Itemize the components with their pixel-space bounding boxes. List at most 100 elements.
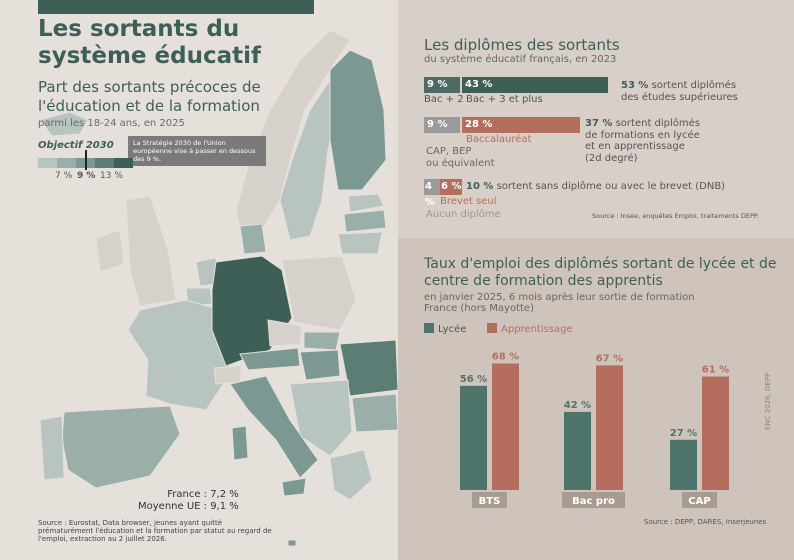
map-italy [229, 375, 319, 479]
map-portugal [39, 415, 65, 481]
category-box-bac-pro [562, 492, 625, 508]
desc-row2-line4: (2d degré) [585, 152, 638, 164]
label-cap: CAP, BEP ou équivalent [426, 146, 495, 170]
desc-row1-line2: des études supérieures [621, 91, 738, 103]
objective-tooltip: La Stratégie 2030 de l'Union européenne … [128, 136, 266, 166]
value-label-bts-lycée: 56 % [460, 374, 487, 385]
label-brevet: Brevet seul [440, 196, 497, 207]
bar-bac-pro-lycée [564, 411, 591, 490]
legend-swatch-5 [114, 158, 133, 168]
bar-cap: 9 % [424, 117, 460, 133]
desc-row2-line3: et en apprentissage [585, 141, 685, 152]
bar-brevet: 6 % [440, 179, 462, 195]
bar-cap-lycée [670, 439, 697, 490]
category-box-bts [472, 492, 507, 508]
emploi-title: Taux d'emploi des diplômés sortant de ly… [424, 256, 777, 289]
map-ireland [95, 229, 125, 273]
category-label-bts: BTS [479, 496, 501, 507]
legend-lycee-label: Lycée [438, 324, 467, 335]
map-poland [281, 255, 357, 331]
value-label-bac-pro-apprentissage: 67 % [596, 353, 623, 364]
category-label-cap: CAP [688, 496, 710, 507]
legend-app-swatch [487, 323, 497, 333]
emploi-subtitle-line2: France (hors Mayotte) [424, 303, 534, 314]
objective-label: Objectif 2030 [38, 140, 114, 151]
legend-swatch-1 [38, 158, 57, 168]
map-denmark [239, 223, 267, 255]
diplomes-subtitle: du système éducatif français, en 2023 [424, 54, 617, 65]
legend-label-high: 13 % [100, 171, 123, 181]
map-malta [287, 539, 297, 547]
map-greece [329, 449, 373, 501]
europe-map [39, 29, 398, 547]
moyenne-ue-value: Moyenne UE : 9,1 % [138, 501, 239, 512]
bar-aucun: 4 % [424, 179, 440, 208]
label-bac2: Bac + 2 [424, 94, 464, 105]
map-slovakia [303, 331, 341, 351]
map-sardinia [231, 425, 249, 461]
map-source: Source : Eurostat, Data browser, jeunes … [38, 519, 272, 543]
map-austria [239, 347, 301, 371]
desc-row3-line1: sortent sans diplôme ou avec le brevet (… [493, 181, 726, 192]
diplomes-title: Les diplômes des sortants [424, 36, 620, 54]
legend-label-mid: 9 % [77, 171, 96, 181]
bar-bts-lycée [460, 385, 487, 490]
emploi-subtitle-line1: en janvier 2025, 6 mois après leur sorti… [424, 292, 695, 303]
france-value: France : 7,2 % [167, 489, 239, 500]
bar-bac2: 9 % [424, 77, 460, 93]
bar-bac-pro-apprentissage [596, 365, 623, 490]
bar-bac: 28 % [462, 117, 580, 133]
map-sicily [281, 477, 307, 497]
map-balkans [289, 379, 353, 457]
value-label-cap-apprentissage: 61 % [702, 365, 729, 376]
map-czechia [267, 319, 303, 347]
desc-row1-line1: sortent diplômés [648, 80, 737, 91]
bar-cap-apprentissage [702, 376, 729, 490]
pct-row2: 37 % [585, 118, 613, 129]
map-bulgaria [351, 393, 398, 433]
diplomes-source: Source : Insee, enquêtes Emploi, traitem… [592, 212, 759, 220]
map-switzerland [213, 365, 243, 385]
label-bac: Baccalauréat [466, 134, 532, 145]
map-subnote: parmi les 18-24 ans, en 2025 [38, 118, 185, 129]
category-box-cap [682, 492, 717, 508]
legend-swatch-4 [95, 158, 114, 168]
map-latvia [343, 209, 387, 233]
label-aucun: Aucun diplôme [426, 209, 501, 220]
map-lithuania [337, 231, 383, 255]
pct-row1: 53 % [621, 80, 649, 91]
legend-swatch-2 [57, 158, 76, 168]
title-bar [38, 0, 314, 14]
map-spain [61, 405, 181, 489]
desc-row2: 37 % sortent diplômés de formations en l… [585, 118, 700, 164]
desc-row3: 10 % sortent sans diplôme ou avec le bre… [466, 181, 725, 193]
legend-lycee-swatch [424, 323, 434, 333]
legend-label-low: 7 % [55, 171, 73, 181]
map-finland [329, 49, 387, 191]
map-sweden [279, 78, 339, 241]
label-cap-line1: CAP, BEP [426, 146, 472, 157]
legend-lycee: Lycée [424, 323, 466, 335]
emploi-source: Source : DEPP, DARES, Inserjeunes [644, 518, 767, 526]
objective-marker [85, 150, 87, 170]
france-stat: France : 7,2 % Moyenne UE : 9,1 % [138, 489, 239, 513]
map-subtitle: Part des sortants précoces de l'éducatio… [38, 78, 261, 115]
map-hungary [299, 349, 341, 381]
label-bac3: Bac + 3 et plus [466, 94, 543, 105]
credit-vertical: ENC 2026, DEPP [764, 372, 772, 430]
map-estonia [347, 193, 385, 213]
desc-row2-line2: de formations en lycée [585, 129, 700, 141]
label-cap-line2: ou équivalent [426, 158, 495, 169]
bar-bac3: 43 % [462, 77, 608, 93]
pct-row3: 10 % [466, 181, 494, 192]
map-romania [339, 339, 398, 397]
desc-row1: 53 % sortent diplômés des études supérie… [621, 80, 738, 103]
value-label-bts-apprentissage: 68 % [492, 352, 519, 363]
map-france [127, 299, 235, 411]
emploi-chart: 56 % 68 % BTS 42 % 67 % Bac pro 27 % 61 % CAP [460, 352, 729, 508]
map-uk [125, 195, 177, 307]
desc-row2-line1: sortent diplômés [612, 118, 701, 129]
value-label-cap-lycée: 27 % [670, 428, 697, 439]
bar-bts-apprentissage [492, 363, 519, 490]
legend-app-label: Apprentissage [501, 324, 573, 335]
